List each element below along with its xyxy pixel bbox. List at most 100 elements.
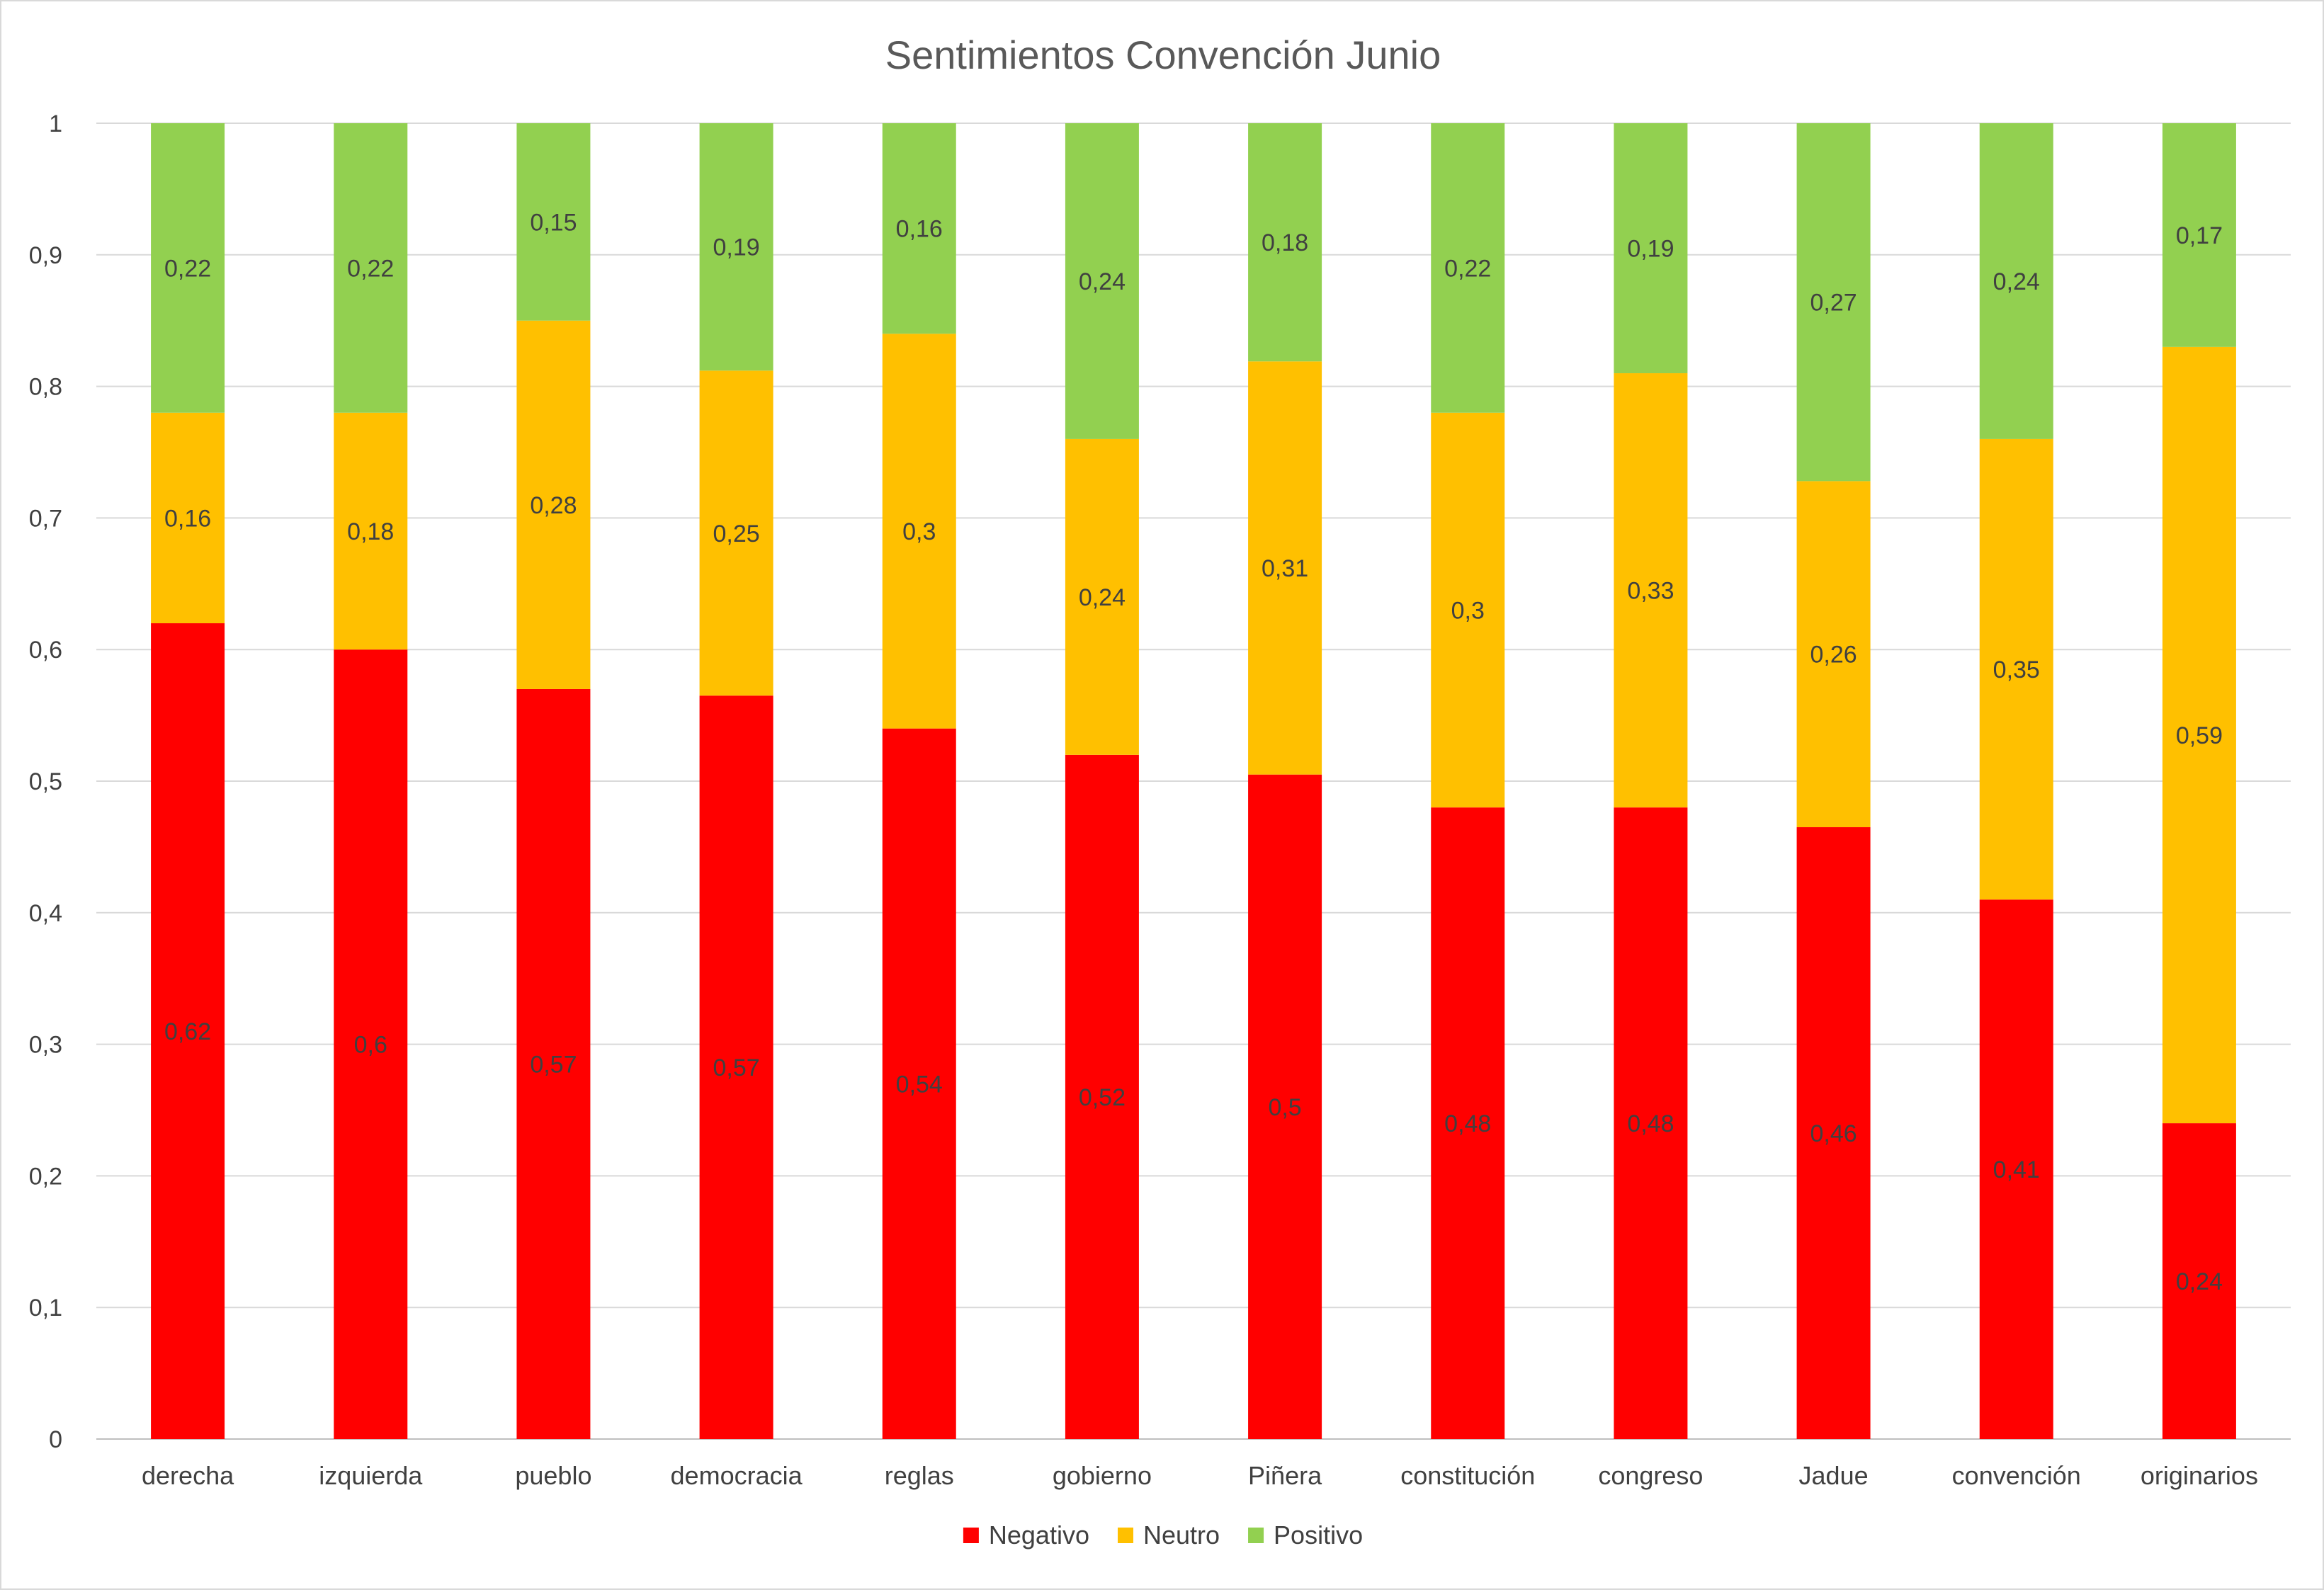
x-category-label: Piñera xyxy=(1248,1461,1322,1490)
data-label-neutro: 0,28 xyxy=(530,492,577,519)
bar-positivo-9 xyxy=(1796,123,1871,482)
bar-positivo-10 xyxy=(1979,123,2053,439)
bar-negativo-7 xyxy=(1431,807,1505,1439)
bar-positivo-3 xyxy=(699,123,773,371)
data-label-positivo: 0,16 xyxy=(896,216,943,243)
data-label-negativo: 0,62 xyxy=(164,1018,211,1045)
bar-negativo-4 xyxy=(882,728,956,1439)
data-label-negativo: 0,41 xyxy=(1993,1156,2040,1183)
data-label-positivo: 0,22 xyxy=(347,255,394,282)
x-category-label: pueblo xyxy=(515,1461,591,1490)
x-axis-category-labels: derecha izquierda pueblo democracia reglas go… xyxy=(142,1461,2258,1490)
data-label-positivo: 0,22 xyxy=(164,255,211,282)
data-label-negativo: 0,24 xyxy=(2176,1268,2223,1295)
bar-neutro-6 xyxy=(1248,361,1322,775)
bar-positivo-4 xyxy=(882,123,956,334)
bar-positivo-2 xyxy=(516,123,591,321)
x-category-label: originarios xyxy=(2141,1461,2258,1490)
data-label-neutro: 0,31 xyxy=(1262,555,1308,582)
data-label-neutro: 0,59 xyxy=(2176,722,2223,749)
y-tick-label: 0,8 xyxy=(29,374,62,401)
data-label-negativo: 0,48 xyxy=(1627,1110,1674,1137)
data-label-positivo: 0,27 xyxy=(1810,290,1857,317)
x-category-label: Jadue xyxy=(1799,1461,1869,1490)
data-label-neutro: 0,35 xyxy=(1993,656,2040,683)
x-category-label: democracia xyxy=(671,1461,803,1490)
chart-title: Sentimientos Convención Junio xyxy=(885,33,1441,77)
bar-neutro-3 xyxy=(699,370,773,696)
bar-neutro-5 xyxy=(1065,438,1139,755)
bar-negativo-5 xyxy=(1065,754,1139,1439)
data-label-neutro: 0,18 xyxy=(347,518,394,545)
legend-label-neutro: Neutro xyxy=(1143,1520,1220,1550)
bar-negativo-9 xyxy=(1796,827,1871,1439)
data-label-positivo: 0,19 xyxy=(1627,236,1674,263)
x-category-label: constitución xyxy=(1400,1461,1535,1490)
y-tick-label: 0,2 xyxy=(29,1163,62,1190)
bar-positivo-7 xyxy=(1431,123,1505,413)
data-label-positivo: 0,18 xyxy=(1262,229,1308,256)
y-tick-label: 0,9 xyxy=(29,242,62,269)
x-category-label: congreso xyxy=(1598,1461,1703,1490)
legend-label-negativo: Negativo xyxy=(989,1520,1089,1550)
y-tick-label: 1 xyxy=(49,110,62,137)
data-label-negativo: 0,5 xyxy=(1268,1094,1301,1121)
data-label-positivo: 0,17 xyxy=(2176,222,2223,249)
data-label-neutro: 0,26 xyxy=(1810,642,1857,669)
legend-label-positivo: Positivo xyxy=(1274,1520,1363,1550)
legend: Negativo Neutro Positivo xyxy=(963,1520,1363,1550)
data-label-neutro: 0,16 xyxy=(164,505,211,532)
x-category-label: convención xyxy=(1952,1461,2081,1490)
data-label-positivo: 0,22 xyxy=(1444,255,1491,282)
y-tick-label: 0 xyxy=(49,1426,62,1453)
bar-neutro-4 xyxy=(882,334,956,729)
bar-positivo-6 xyxy=(1248,123,1322,362)
bar-negativo-2 xyxy=(516,688,591,1440)
bar-neutro-8 xyxy=(1614,373,1688,808)
data-label-negativo: 0,6 xyxy=(354,1032,387,1059)
bar-positivo-11 xyxy=(2162,123,2236,347)
y-tick-label: 0,4 xyxy=(29,900,62,927)
y-tick-label: 0,1 xyxy=(29,1295,62,1321)
data-label-neutro: 0,24 xyxy=(1079,584,1126,611)
bar-negativo-11 xyxy=(2162,1123,2236,1439)
bar-neutro-0 xyxy=(151,412,225,624)
bar-positivo-5 xyxy=(1065,123,1139,439)
bar-neutro-10 xyxy=(1979,438,2053,900)
x-category-label: izquierda xyxy=(319,1461,423,1490)
bar-negativo-8 xyxy=(1614,807,1688,1439)
bar-positivo-0 xyxy=(151,123,225,413)
x-category-label: reglas xyxy=(885,1461,954,1490)
legend-swatch-positivo xyxy=(1248,1528,1264,1543)
bar-neutro-9 xyxy=(1796,481,1871,828)
data-label-negativo: 0,46 xyxy=(1810,1120,1857,1147)
bar-negativo-0 xyxy=(151,623,225,1439)
data-label-positivo: 0,24 xyxy=(1993,268,2040,295)
data-label-positivo: 0,15 xyxy=(530,209,577,236)
bar-neutro-2 xyxy=(516,320,591,689)
data-label-neutro: 0,25 xyxy=(713,521,759,547)
y-tick-label: 0,6 xyxy=(29,637,62,664)
bar-positivo-1 xyxy=(334,123,408,413)
x-category-label: gobierno xyxy=(1053,1461,1152,1490)
bars xyxy=(151,123,2236,1440)
data-label-neutro: 0,3 xyxy=(1451,597,1485,624)
y-tick-label: 0,7 xyxy=(29,505,62,532)
y-tick-label: 0,3 xyxy=(29,1032,62,1059)
x-category-label: derecha xyxy=(142,1461,234,1490)
data-label-negativo: 0,57 xyxy=(530,1051,577,1078)
data-label-positivo: 0,19 xyxy=(713,234,759,261)
data-label-neutro: 0,33 xyxy=(1627,578,1674,605)
gridlines xyxy=(96,123,2291,1440)
bar-negativo-3 xyxy=(699,695,773,1439)
bar-positivo-8 xyxy=(1614,123,1688,374)
data-labels: 0,62 0,16 0,22 0,6 0,18 0,22 0,57 0,28 0,15 0,57 0… xyxy=(164,209,2223,1295)
data-label-negativo: 0,54 xyxy=(896,1071,943,1098)
bar-negativo-6 xyxy=(1248,774,1322,1439)
bar-neutro-11 xyxy=(2162,346,2236,1124)
data-label-neutro: 0,3 xyxy=(902,518,936,545)
data-label-negativo: 0,57 xyxy=(713,1054,759,1081)
bar-neutro-7 xyxy=(1431,412,1505,808)
